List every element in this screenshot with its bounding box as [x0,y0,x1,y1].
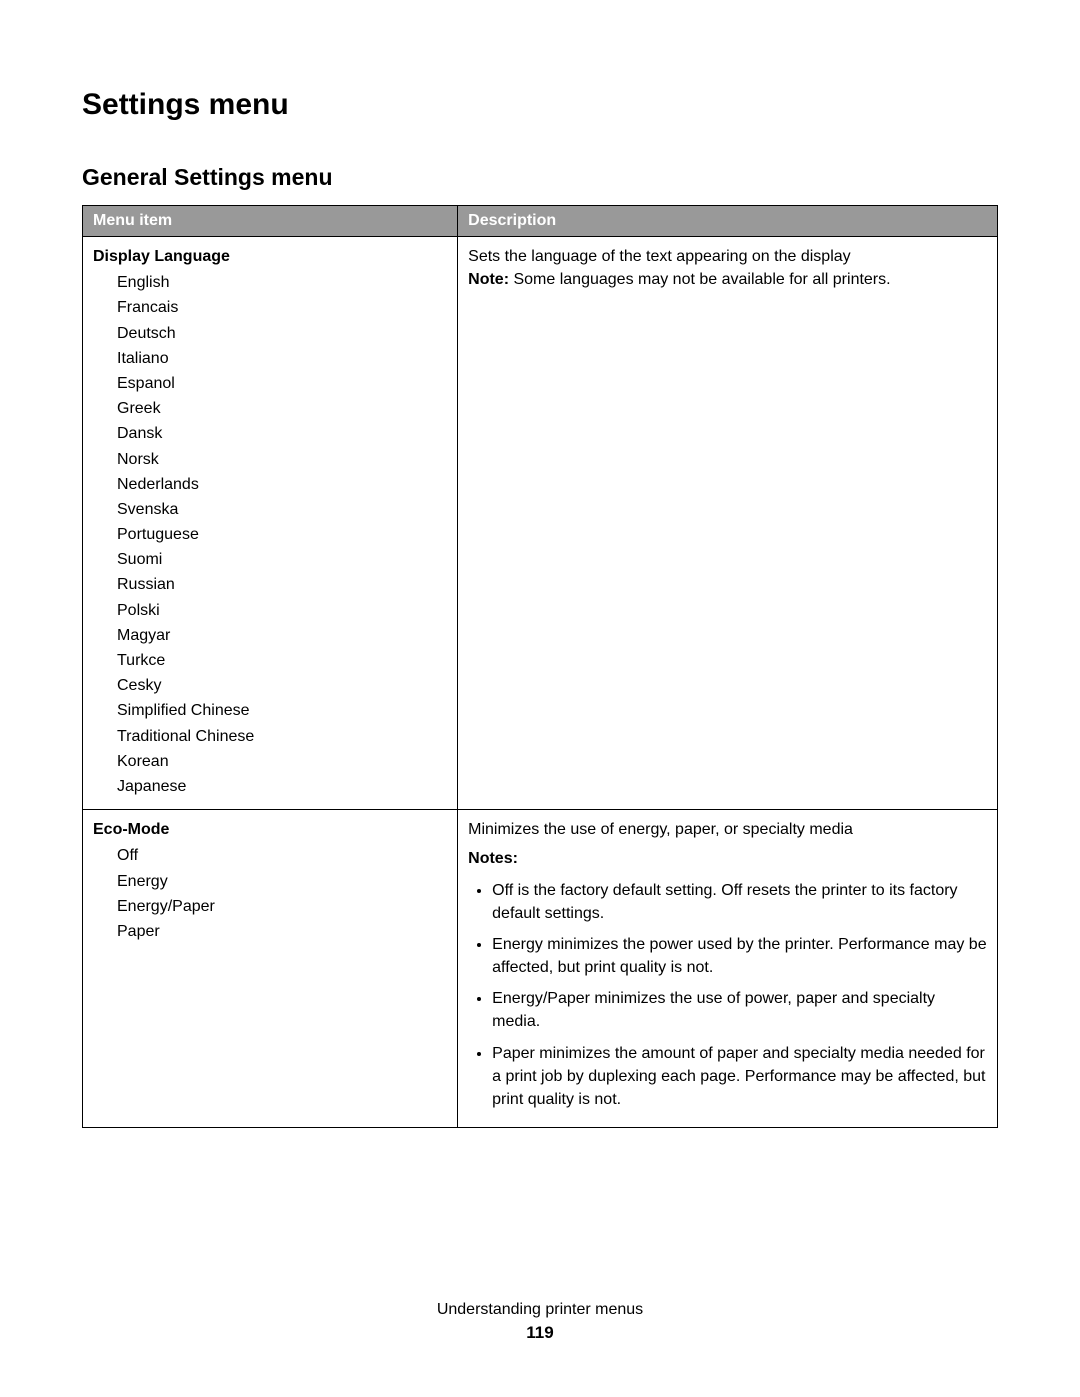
description-text: Minimizes the use of energy, paper, or s… [468,818,987,841]
note-item: Off is the factory default setting. Off … [492,877,987,931]
settings-table: Menu item Description Display Language E… [82,205,998,1128]
table-row: Eco-Mode Off Energy Energy/Paper Paper M… [83,810,998,1128]
menu-item-title: Display Language [93,245,447,268]
option: Deutsch [117,321,447,346]
option: Russian [117,572,447,597]
option: Cesky [117,673,447,698]
menu-item-title: Eco-Mode [93,818,447,841]
description-note: Note: Some languages may not be availabl… [468,268,987,291]
note-item: Paper minimizes the amount of paper and … [492,1040,987,1118]
note-text: Some languages may not be available for … [509,271,891,288]
note-item: Energy/Paper minimizes the use of power,… [492,985,987,1039]
option: Off [117,843,447,868]
option: Magyar [117,623,447,648]
document-page: Settings menu General Settings menu Menu… [0,0,1080,1397]
option: Dansk [117,421,447,446]
description-cell: Sets the language of the text appearing … [458,237,998,810]
option: Svenska [117,497,447,522]
notes-list: Off is the factory default setting. Off … [468,877,987,1118]
option: Portuguese [117,522,447,547]
option: Suomi [117,547,447,572]
option: Turkce [117,648,447,673]
col-header-menu-item: Menu item [83,206,458,237]
page-number: 119 [0,1323,1080,1343]
option: Traditional Chinese [117,724,447,749]
option: Japanese [117,774,447,799]
option: English [117,270,447,295]
option: Espanol [117,371,447,396]
option: Greek [117,396,447,421]
option: Korean [117,749,447,774]
option: Energy/Paper [117,894,447,919]
table-header-row: Menu item Description [83,206,998,237]
notes-heading: Notes: [468,847,987,870]
option: Francais [117,295,447,320]
note-label: Note: [468,271,509,288]
menu-item-cell: Eco-Mode Off Energy Energy/Paper Paper [83,810,458,1128]
description-cell: Minimizes the use of energy, paper, or s… [458,810,998,1128]
option: Nederlands [117,472,447,497]
option: Energy [117,869,447,894]
col-header-description: Description [458,206,998,237]
option: Norsk [117,447,447,472]
menu-item-options: Off Energy Energy/Paper Paper [93,843,447,944]
description-text: Sets the language of the text appearing … [468,245,987,268]
note-item: Energy minimizes the power used by the p… [492,931,987,985]
menu-item-cell: Display Language English Francais Deutsc… [83,237,458,810]
menu-item-options: English Francais Deutsch Italiano Espano… [93,270,447,799]
option: Polski [117,598,447,623]
page-title: Settings menu [82,88,998,122]
option: Italiano [117,346,447,371]
section-title: General Settings menu [82,164,998,191]
page-footer: Understanding printer menus 119 [0,1301,1080,1343]
table-row: Display Language English Francais Deutsc… [83,237,998,810]
option: Paper [117,919,447,944]
footer-text: Understanding printer menus [0,1301,1080,1319]
option: Simplified Chinese [117,698,447,723]
